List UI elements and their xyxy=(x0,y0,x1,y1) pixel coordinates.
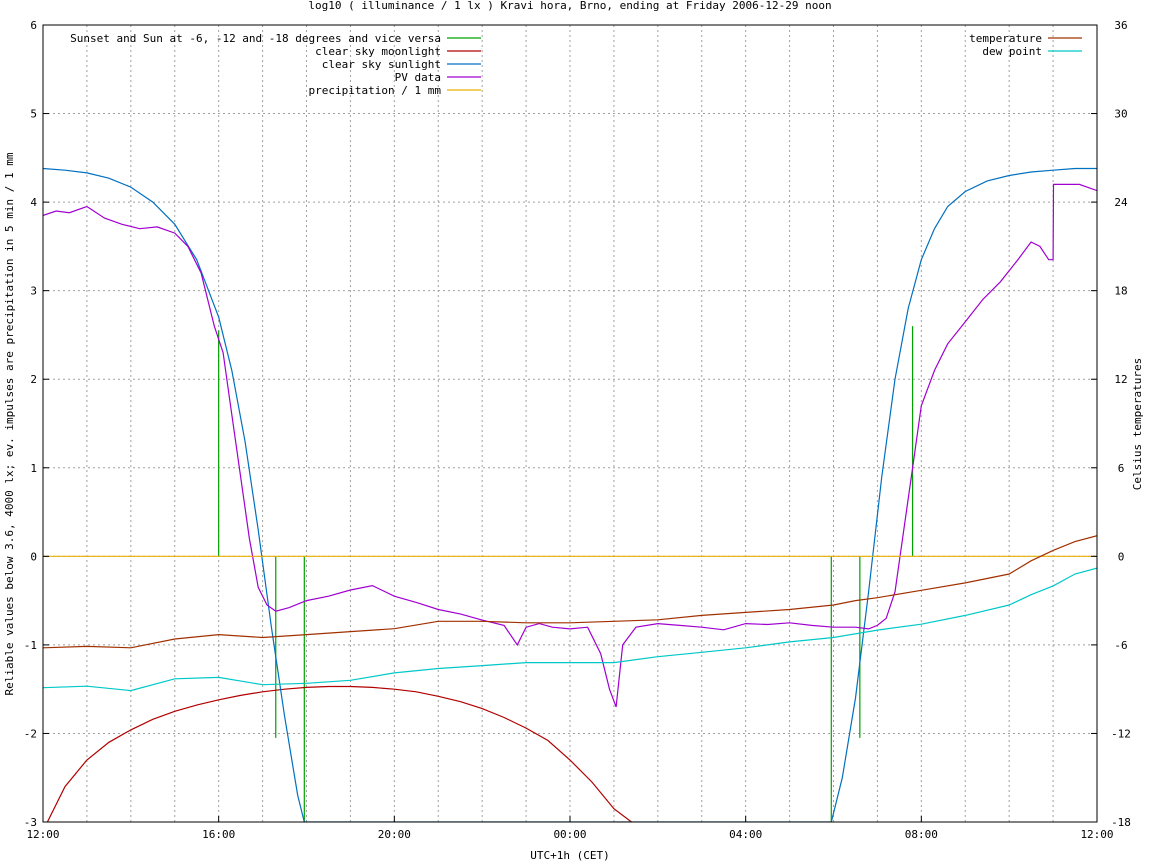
temperature-line xyxy=(43,535,1097,649)
y-tick-label: 4 xyxy=(30,196,37,209)
y2-axis-label: Celsius temperatures xyxy=(1131,358,1144,490)
y2-tick-label: -6 xyxy=(1114,639,1127,652)
y2-tick-label: 36 xyxy=(1114,19,1127,32)
y-tick-label: -3 xyxy=(24,816,37,829)
series-layer xyxy=(43,167,1097,822)
plot-frame xyxy=(42,24,1098,823)
dew-point-line xyxy=(43,567,1097,692)
y-tick-label: 5 xyxy=(30,108,37,121)
x-tick-label: 12:00 xyxy=(1080,828,1113,841)
y-axis-label: Reliable values below 3.6, 4000 lx; ev. … xyxy=(3,152,16,695)
axes: 12:00 16:00 20:00 00:00 04:00 08:00 12:00 6 5 4 3 2… xyxy=(24,19,1131,841)
y2-tick-label: -18 xyxy=(1111,816,1131,829)
y-tick-label: 6 xyxy=(30,19,37,32)
y2-tick-label: 0 xyxy=(1118,550,1125,563)
legend: Sunset and Sun at -6, -12 and -18 degree… xyxy=(70,32,1082,97)
x-tick-label: 12:00 xyxy=(26,828,59,841)
legend-label: clear sky moonlight xyxy=(315,45,441,58)
legend-label: Sunset and Sun at -6, -12 and -18 degree… xyxy=(70,32,441,45)
y-tick-label: -2 xyxy=(24,727,37,740)
grid xyxy=(43,25,1097,822)
legend-label: clear sky sunlight xyxy=(322,58,441,71)
y-tick-label: 1 xyxy=(30,462,37,475)
y-tick-label: -1 xyxy=(24,639,37,652)
x-tick-label: 20:00 xyxy=(378,828,411,841)
y2-tick-label: 18 xyxy=(1114,285,1127,298)
chart-title: log10 ( illuminance / 1 lx ) Kravi hora,… xyxy=(308,0,831,12)
y2-tick-label: 30 xyxy=(1114,108,1127,121)
clear-sky-moonlight-line xyxy=(46,685,632,822)
clear-sky-sunlight-line xyxy=(43,167,1097,822)
legend-label: PV data xyxy=(395,71,441,84)
legend-label: dew point xyxy=(982,45,1042,58)
legend-label: precipitation / 1 mm xyxy=(309,84,442,97)
y-tick-label: 2 xyxy=(30,373,37,386)
x-tick-label: 00:00 xyxy=(553,828,586,841)
y2-tick-label: 6 xyxy=(1118,462,1125,475)
x-tick-label: 16:00 xyxy=(202,828,235,841)
y-tick-label: 3 xyxy=(30,285,37,298)
x-axis-label: UTC+1h (CET) xyxy=(530,849,609,862)
y2-tick-label: 24 xyxy=(1114,196,1128,209)
x-tick-label: 08:00 xyxy=(905,828,938,841)
legend-label: temperature xyxy=(969,32,1042,45)
x-tick-label: 04:00 xyxy=(729,828,762,841)
y2-tick-label: 12 xyxy=(1114,373,1127,386)
y-tick-label: 0 xyxy=(30,550,37,563)
y2-tick-label: -12 xyxy=(1111,727,1131,740)
pv-data-line xyxy=(43,183,1097,708)
